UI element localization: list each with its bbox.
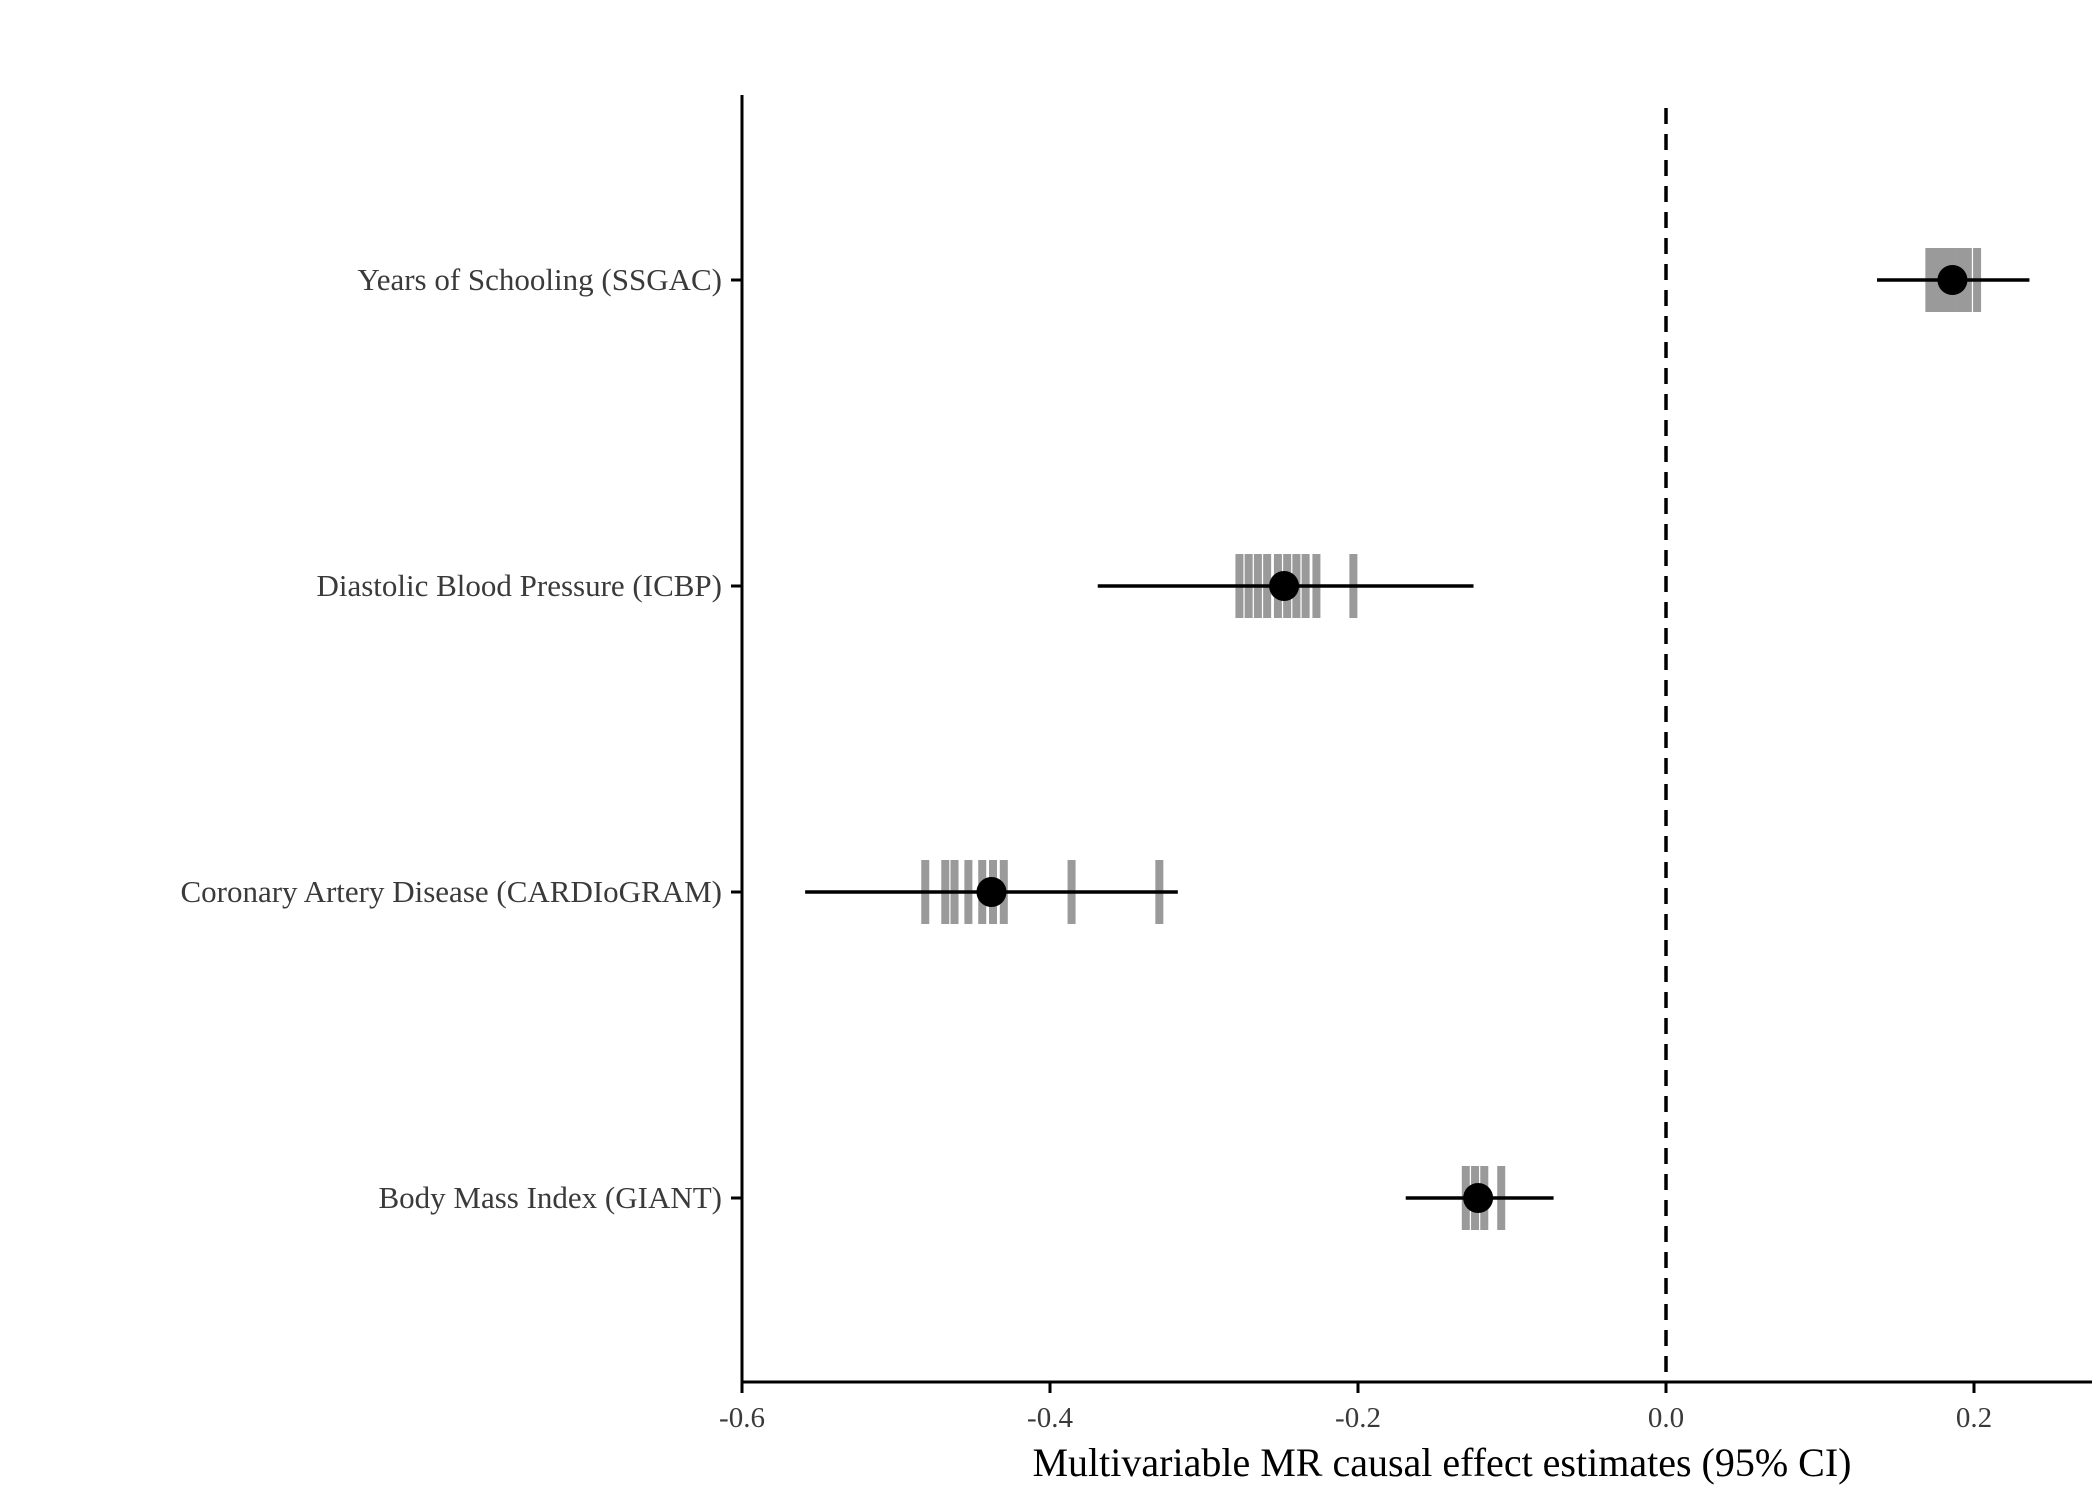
x-tick-label: 0.0 [1648, 1402, 1684, 1434]
x-tick-label: -0.2 [1335, 1402, 1381, 1434]
x-tick-label: -0.6 [719, 1402, 765, 1434]
point-estimate [1463, 1183, 1494, 1213]
y-tick-label: Coronary Artery Disease (CARDIoGRAM) [180, 874, 722, 909]
point-estimate [1269, 571, 1300, 601]
x-axis-title: Multivariable MR causal effect estimates… [1032, 1440, 1851, 1485]
x-tick-label: -0.4 [1027, 1402, 1073, 1434]
y-tick-label: Years of Schooling (SSGAC) [357, 262, 722, 297]
point-estimate [1937, 265, 1968, 295]
y-tick-label: Body Mass Index (GIANT) [378, 1180, 722, 1215]
y-tick-label: Diastolic Blood Pressure (ICBP) [316, 568, 722, 603]
x-axis-ticks: -0.6 -0.4 -0.2 0.0 0.2 [719, 1382, 1992, 1434]
sensitivity-rug-layer [921, 248, 1982, 1230]
point-estimate [976, 877, 1007, 907]
y-axis-ticks: Years of Schooling (SSGAC) Diastolic Bloo… [180, 262, 742, 1215]
x-tick-label: 0.2 [1956, 1402, 1992, 1434]
confidence-interval-layer [805, 278, 2030, 1200]
estimate-point-layer [976, 265, 1968, 1213]
